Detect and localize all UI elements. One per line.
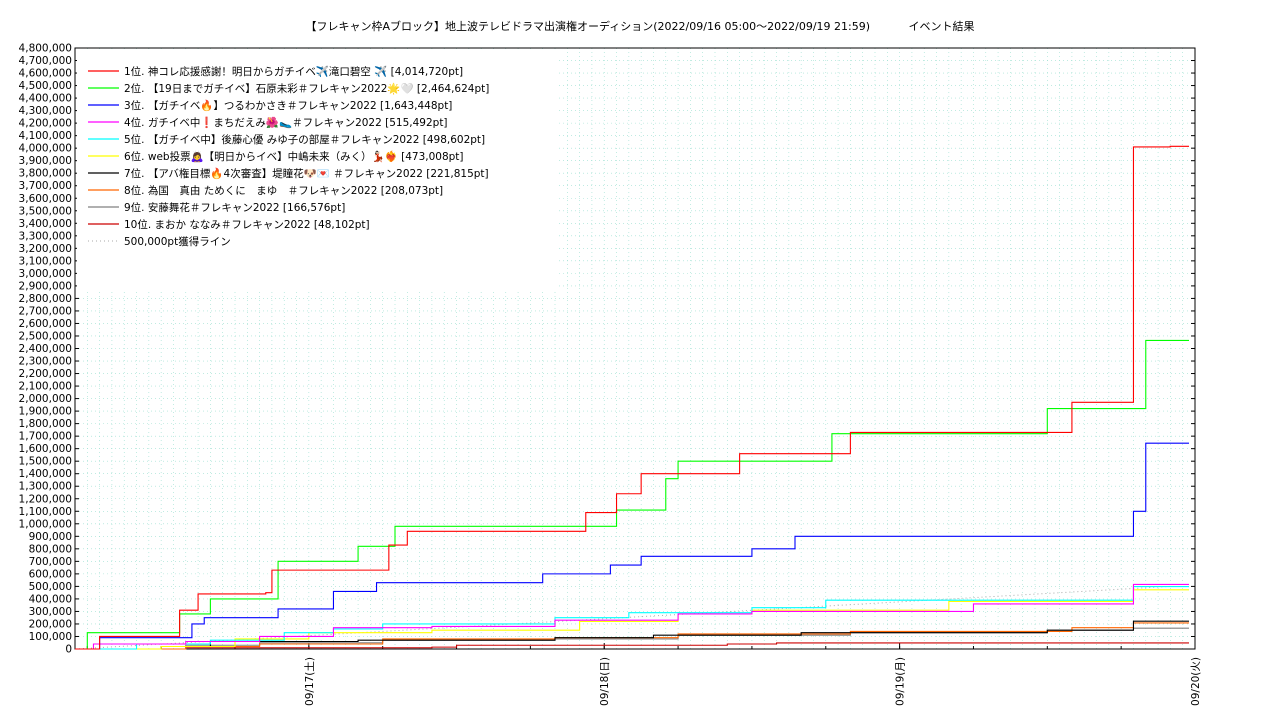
y-tick-label: 4,400,000 <box>19 93 72 105</box>
y-tick-label: 1,300,000 <box>19 481 72 493</box>
y-tick-label: 4,000,000 <box>19 143 72 155</box>
y-tick-label: 1,000,000 <box>19 518 72 530</box>
chart-title: 【フレキャン枠Aブロック】地上波テレビドラマ出演権オーディション(2022/09… <box>305 20 871 33</box>
y-tick-label: 2,900,000 <box>19 280 72 292</box>
y-tick-label: 300,000 <box>29 606 72 618</box>
y-tick-label: 3,500,000 <box>19 205 72 217</box>
y-tick-label: 1,600,000 <box>19 443 72 455</box>
grid <box>75 48 1195 649</box>
y-tick-label: 1,500,000 <box>19 456 72 468</box>
y-tick-label: 4,100,000 <box>19 130 72 142</box>
legend-label: 10位. まおか ななみ＃フレキャン2022 [48,102pt] <box>124 218 370 231</box>
legend-label: 5位. 【ガチイベ中】後藤心優 みゆ子の部屋＃フレキャン2022 [498,60… <box>124 133 485 146</box>
y-tick-label: 3,100,000 <box>19 255 72 267</box>
series-lines <box>74 145 1189 650</box>
series-line <box>75 339 1189 650</box>
legend-label: 8位. 為国 真由 ためくに まゆ ＃フレキャン2022 [208,073pt] <box>124 184 443 197</box>
y-tick-label: 2,200,000 <box>19 368 72 380</box>
x-tick-label: 09/17(土) <box>303 657 316 706</box>
y-tick-label: 100,000 <box>29 631 72 643</box>
y-tick-label: 4,500,000 <box>19 80 72 92</box>
y-tick-label: 2,100,000 <box>19 381 72 393</box>
y-tick-label: 2,300,000 <box>19 356 72 368</box>
y-tick-label: 3,900,000 <box>19 155 72 167</box>
series-line <box>75 145 1189 650</box>
y-tick-label: 900,000 <box>29 531 72 543</box>
y-tick-label: 1,900,000 <box>19 406 72 418</box>
legend-label: 6位. web投票🙇‍♀️【明日からイベ】中嶋未来（みく）💃🏻❤️‍🔥 [473… <box>124 150 464 163</box>
chart-subtitle: イベント結果 <box>908 20 975 33</box>
series-line <box>75 589 1189 650</box>
y-tick-label: 2,500,000 <box>19 330 72 342</box>
y-tick-label: 200,000 <box>29 618 72 630</box>
x-tick-label: 09/18(日) <box>599 657 611 706</box>
legend-label: 3位. 【ガチイベ🔥】つるわかさき＃フレキャン2022 [1,643,448pt… <box>124 99 452 112</box>
legend-label: 2位. 【19日までガチイベ】石原未彩＃フレキャン2022🌟🤍 [2,464,6… <box>124 82 489 95</box>
y-tick-label: 4,700,000 <box>19 55 72 67</box>
y-tick-label: 2,400,000 <box>19 343 72 355</box>
legend-label: 4位. ガチイベ中❗まちだえみ🌺🥿＃フレキャン2022 [515,492pt] <box>124 116 448 129</box>
y-tick-label: 2,600,000 <box>19 318 72 330</box>
y-tick-label: 3,700,000 <box>19 180 72 192</box>
y-tick-label: 1,700,000 <box>19 431 72 443</box>
y-tick-label: 1,200,000 <box>19 493 72 505</box>
y-tick-label: 500,000 <box>29 581 72 593</box>
y-tick-label: 4,300,000 <box>19 105 72 117</box>
y-tick-label: 400,000 <box>29 593 72 605</box>
legend-box <box>77 50 557 292</box>
y-tick-label: 2,700,000 <box>19 305 72 317</box>
chart-title-row: 【フレキャン枠Aブロック】地上波テレビドラマ出演権オーディション(2022/09… <box>0 18 1280 34</box>
y-tick-label: 700,000 <box>29 556 72 568</box>
y-tick-label: 1,400,000 <box>19 468 72 480</box>
legend-label: 7位. 【アバ権目標🔥4次審査】堤瞳花🐶💌 ＃フレキャン2022 [221,81… <box>124 167 489 180</box>
y-tick-label: 3,800,000 <box>19 168 72 180</box>
y-tick-label: 2,000,000 <box>19 393 72 405</box>
legend-label: 9位. 安藤舞花＃フレキャン2022 [166,576pt] <box>124 201 345 214</box>
axes: 0100,000200,000300,000400,000500,000600,… <box>19 43 1202 706</box>
x-tick-label: 09/20(火) <box>1190 657 1202 706</box>
y-tick-label: 4,200,000 <box>19 118 72 130</box>
legend-label: 1位. 神コレ応援感謝！明日からガチイベ✈️滝口碧空 ✈️ [4,014,720… <box>124 65 463 78</box>
y-tick-label: 4,600,000 <box>19 68 72 80</box>
y-tick-label: 3,300,000 <box>19 230 72 242</box>
y-tick-label: 0 <box>65 644 72 656</box>
legend: 1位. 神コレ応援感謝！明日からガチイベ✈️滝口碧空 ✈️ [4,014,720… <box>77 50 557 292</box>
y-tick-label: 1,100,000 <box>19 506 72 518</box>
y-tick-label: 600,000 <box>29 568 72 580</box>
x-tick-label: 09/19(月) <box>895 657 907 706</box>
y-tick-label: 3,200,000 <box>19 243 72 255</box>
y-tick-label: 3,000,000 <box>19 268 72 280</box>
y-tick-label: 2,800,000 <box>19 293 72 305</box>
series-line <box>75 583 1189 650</box>
legend-label: 500,000pt獲得ライン <box>124 235 231 248</box>
y-tick-label: 3,400,000 <box>19 218 72 230</box>
y-tick-label: 4,800,000 <box>19 43 72 55</box>
y-tick-label: 3,600,000 <box>19 193 72 205</box>
series-line <box>75 442 1189 650</box>
y-tick-label: 1,800,000 <box>19 418 72 430</box>
y-tick-label: 800,000 <box>29 543 72 555</box>
